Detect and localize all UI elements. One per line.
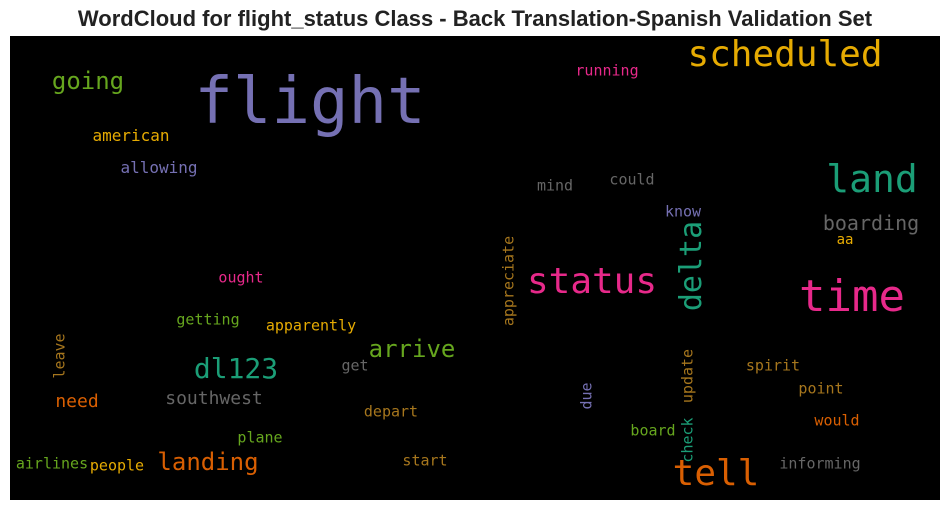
word-scheduled: scheduled: [687, 36, 883, 75]
word-would: would: [814, 411, 860, 430]
word-get: get: [341, 356, 369, 375]
word-depart: depart: [363, 402, 419, 421]
word-land: land: [826, 157, 918, 201]
word-getting: getting: [176, 310, 240, 329]
word-delta: delta: [674, 220, 709, 312]
word-ought: ought: [218, 268, 264, 287]
word-update: update: [678, 348, 697, 404]
word-informing: informing: [779, 454, 861, 473]
word-apparently: apparently: [265, 316, 357, 335]
word-know: know: [664, 202, 702, 221]
word-plane: plane: [237, 428, 283, 447]
word-mind: mind: [536, 176, 574, 195]
word-start: start: [402, 451, 448, 470]
word-flight: flight: [194, 65, 426, 139]
word-time: time: [799, 271, 905, 322]
word-going: going: [51, 67, 125, 95]
word-boarding: boarding: [822, 211, 920, 235]
wordcloud-canvas: flight scheduled time land status tell delta dl…: [10, 36, 940, 500]
word-dl123: dl123: [193, 352, 279, 385]
word-need: need: [55, 391, 99, 412]
word-due: due: [577, 382, 596, 410]
word-allowing: allowing: [120, 158, 198, 177]
word-leave: leave: [50, 333, 69, 379]
word-spirit: spirit: [745, 356, 801, 375]
word-airlines: airlines: [15, 454, 89, 473]
word-status: status: [526, 261, 658, 302]
word-board: board: [630, 421, 676, 440]
word-appreciate: appreciate: [499, 235, 518, 327]
word-point: point: [798, 379, 844, 398]
word-landing: landing: [157, 448, 259, 476]
word-aa: aa: [836, 232, 854, 248]
word-people: people: [89, 456, 145, 475]
word-running: running: [575, 61, 639, 80]
word-american: american: [92, 126, 170, 145]
word-could: could: [609, 170, 655, 189]
word-arrive: arrive: [368, 335, 456, 363]
word-tell: tell: [672, 453, 760, 494]
word-southwest: southwest: [165, 388, 263, 409]
chart-title: WordCloud for flight_status Class - Back…: [77, 6, 873, 31]
word-check: check: [678, 417, 697, 463]
